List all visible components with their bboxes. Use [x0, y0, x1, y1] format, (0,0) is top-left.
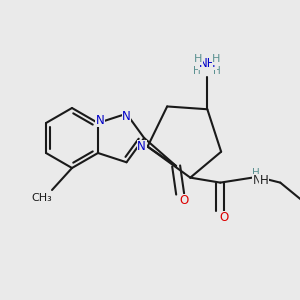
Text: N: N [137, 140, 146, 153]
Text: H: H [194, 54, 202, 64]
Text: H: H [212, 54, 220, 64]
Text: H: H [260, 174, 269, 187]
Text: O: O [220, 211, 229, 224]
Text: H: H [194, 66, 201, 76]
Text: N: N [96, 113, 104, 127]
Text: CH₃: CH₃ [32, 193, 52, 203]
Text: NH: NH [199, 57, 216, 70]
Text: H: H [214, 66, 221, 76]
Text: H: H [252, 168, 260, 178]
Text: N: N [122, 110, 131, 123]
Text: N: N [253, 174, 262, 187]
Text: O: O [179, 194, 189, 208]
